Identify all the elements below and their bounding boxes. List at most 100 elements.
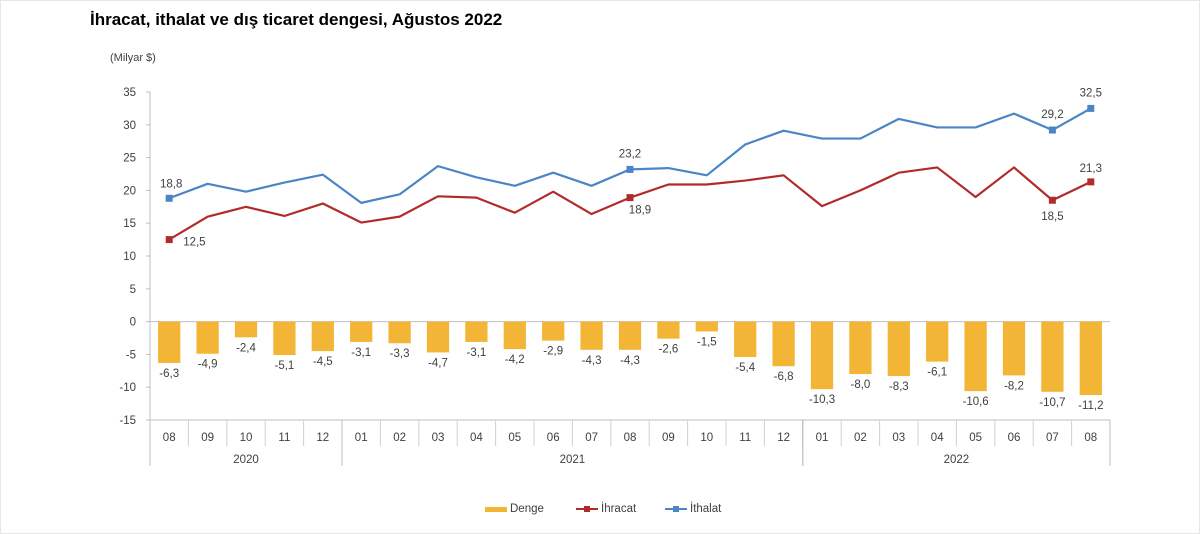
denge-data-label: -5,1 <box>274 360 294 372</box>
denge-bar <box>503 321 526 350</box>
legend-item-denge: Denge <box>485 503 544 515</box>
ithalat-data-label: 18,8 <box>160 178 182 190</box>
ihracat-data-label: 18,9 <box>629 205 651 217</box>
legend-label-ithalat: İthalat <box>690 503 722 515</box>
x-tick-label: 11 <box>278 432 290 444</box>
ithalat-marker <box>1048 126 1056 134</box>
year-label: 2021 <box>560 454 586 466</box>
x-tick-label: 04 <box>470 432 483 444</box>
ihracat-data-label: 18,5 <box>1041 211 1063 223</box>
legend-swatch-ithalat <box>665 506 687 512</box>
x-tick-label: 05 <box>508 432 521 444</box>
denge-data-label: -1,5 <box>697 336 717 348</box>
denge-data-label: -4,2 <box>505 354 525 366</box>
x-tick-label: 11 <box>739 432 751 444</box>
ithalat-data-label: 32,5 <box>1080 87 1102 99</box>
denge-data-label: -10,3 <box>809 394 835 406</box>
denge-data-label: -10,7 <box>1039 397 1065 409</box>
x-tick-label: 09 <box>662 432 675 444</box>
denge-data-label: -4,3 <box>582 355 602 367</box>
denge-bar <box>388 321 411 344</box>
denge-bar <box>1079 321 1102 396</box>
ihracat-marker <box>1048 196 1056 204</box>
denge-data-label: -3,1 <box>351 347 371 359</box>
ihracat-marker <box>1087 178 1095 186</box>
y-axis-unit-label: (Milyar $) <box>110 52 156 64</box>
x-tick-label: 01 <box>355 432 368 444</box>
denge-bar <box>426 321 450 353</box>
denge-bar <box>1041 321 1064 392</box>
y-tick-label: 30 <box>123 120 136 132</box>
y-tick-label: 15 <box>123 218 136 230</box>
denge-bar <box>273 321 296 356</box>
ithalat-marker <box>626 165 634 173</box>
ithalat-data-label: 23,2 <box>619 148 641 160</box>
denge-bar <box>465 321 488 342</box>
denge-data-label: -4,7 <box>428 357 448 369</box>
denge-bar <box>196 321 219 354</box>
denge-bar <box>311 321 334 352</box>
denge-bar <box>234 321 258 338</box>
year-label: 2022 <box>944 454 970 466</box>
denge-data-label: -6,8 <box>774 371 794 383</box>
denge-data-label: -8,0 <box>850 379 870 391</box>
denge-data-label: -2,6 <box>658 344 678 356</box>
denge-data-label: -4,5 <box>313 356 333 368</box>
x-tick-label: 01 <box>816 432 829 444</box>
ithalat-data-label: 29,2 <box>1041 109 1063 121</box>
x-tick-label: 08 <box>163 432 176 444</box>
y-tick-label: 10 <box>123 251 136 263</box>
denge-data-label: -3,3 <box>390 348 410 360</box>
x-tick-label: 10 <box>700 432 713 444</box>
x-tick-label: 03 <box>892 432 905 444</box>
denge-data-label: -5,4 <box>735 362 755 374</box>
denge-data-label: -4,9 <box>198 359 218 371</box>
denge-data-label: -4,3 <box>620 355 640 367</box>
x-tick-label: 08 <box>1084 432 1097 444</box>
y-tick-label: 20 <box>123 185 136 197</box>
y-tick-label: 5 <box>130 284 136 296</box>
x-tick-label: 12 <box>316 432 329 444</box>
legend-label-denge: Denge <box>510 503 544 515</box>
x-tick-label: 02 <box>854 432 867 444</box>
denge-data-label: -8,2 <box>1004 380 1024 392</box>
denge-data-label: -2,4 <box>236 342 256 354</box>
y-tick-label: -10 <box>119 382 136 394</box>
y-tick-label: 0 <box>130 317 136 329</box>
denge-bar <box>158 321 181 363</box>
x-tick-label: 05 <box>969 432 982 444</box>
legend-item-ithalat: İthalat <box>665 503 721 515</box>
denge-bar <box>350 321 373 342</box>
ithalat-marker <box>165 194 173 202</box>
denge-bar <box>964 321 987 392</box>
denge-bar <box>810 321 834 390</box>
x-tick-label: 06 <box>1008 432 1021 444</box>
denge-data-label: -3,1 <box>466 347 486 359</box>
denge-bar <box>580 321 603 350</box>
denge-bar <box>926 321 949 362</box>
ihracat-marker <box>626 194 634 202</box>
legend-swatch-denge <box>485 506 507 512</box>
denge-bar <box>849 321 872 375</box>
x-tick-label: 07 <box>585 432 598 444</box>
ithalat-marker <box>1087 104 1095 112</box>
denge-bar <box>618 321 642 350</box>
denge-bar <box>695 321 718 332</box>
x-tick-label: 10 <box>240 432 253 444</box>
ihracat-data-label: 21,3 <box>1080 163 1102 175</box>
legend: Denge İhracat İthalat <box>0 503 1200 521</box>
y-tick-label: 25 <box>123 153 136 165</box>
x-tick-label: 12 <box>777 432 790 444</box>
x-tick-label: 04 <box>931 432 944 444</box>
x-tick-label: 09 <box>201 432 214 444</box>
ihracat-data-label: 12,5 <box>183 237 205 249</box>
denge-bar <box>734 321 757 358</box>
x-tick-label: 03 <box>432 432 445 444</box>
denge-data-label: -6,3 <box>159 368 179 380</box>
denge-bar <box>542 321 565 341</box>
denge-bar <box>887 321 910 377</box>
x-tick-label: 08 <box>624 432 637 444</box>
legend-item-ihracat: İhracat <box>576 503 636 515</box>
denge-bar <box>657 321 680 339</box>
